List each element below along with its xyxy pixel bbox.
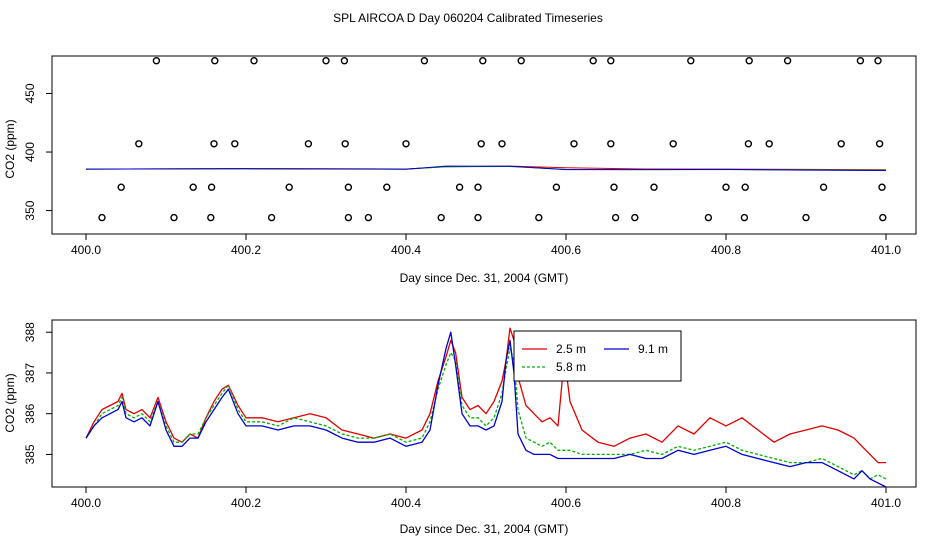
top-scatter-point [117,183,125,191]
top-x-tick-label: 401.0 [871,243,901,257]
legend-box [513,330,682,382]
top-scatter-point [474,213,482,222]
bottom-x-tick-label: 400.4 [391,496,421,510]
top-scatter-point [570,140,578,148]
top-scatter-point [344,213,353,222]
bottom-series-line [85,331,887,488]
bottom-y-tick-label: 386 [23,403,37,423]
top-scatter-point [783,57,792,65]
top-scatter-point [669,140,677,148]
top-x-tick-label: 400.0 [71,243,101,257]
top-scatter-point [455,183,464,191]
bottom-x-tick-label: 400.0 [71,496,101,510]
top-x-tick-label: 400.4 [391,243,421,257]
top-scatter-point [189,183,197,191]
top-x-tick-label: 400.6 [551,243,581,257]
top-scatter-point [740,213,749,222]
top-scatter-point [341,140,349,148]
top-scatter-point [211,57,219,65]
bottom-x-tick-label: 400.6 [551,496,581,510]
top-scatter-point [231,140,239,148]
top-y-tick-label: 350 [23,200,37,220]
top-scatter-point [285,183,293,191]
top-panel: 400.0 400.2 400.4 400.6 400.8 401.0 350 400 450… [3,55,917,285]
top-scatter-point [322,57,330,65]
top-scatter-point [98,213,106,222]
top-scatter-point [474,183,482,191]
top-scatter-point [802,213,810,222]
top-scatter-point [607,57,615,65]
top-scatter-point [135,140,143,148]
legend-label-2-5m: 2.5 m [556,342,586,356]
bottom-y-tick-label: 385 [23,444,37,464]
top-scatter-point [874,57,882,65]
figure-title: SPL AIRCOA D Day 060204 Calibrated Times… [333,11,603,25]
top-scatter-point [837,140,845,148]
top-scatter-point [631,213,639,222]
top-scatter-point [611,213,620,222]
top-scatter-point [741,183,749,191]
bottom-x-axis-label: Day since Dec. 31, 2004 (GMT) [400,522,569,536]
top-x-tick-label: 400.2 [231,243,261,257]
top-scatter-point [879,213,887,222]
top-scatter-point [650,183,658,191]
top-y-tick-label: 400 [23,142,37,162]
legend-label-9-1m: 9.1 m [638,342,668,356]
top-scatter-point [383,183,391,191]
bottom-plot-frame [51,319,917,488]
top-scatter-point [722,183,730,191]
top-scatter-point [479,57,487,65]
top-scatter-point [498,140,506,148]
top-scatter-point [765,140,773,148]
top-scatter-point [207,213,215,222]
top-plot-frame [51,55,917,235]
top-scatter-point [517,57,525,65]
top-scatter-point [535,213,543,222]
top-scatter-point [477,140,485,148]
top-scatter-point [207,183,216,191]
bottom-x-tick-label: 400.2 [231,496,261,510]
legend-label-5-8m: 5.8 m [556,360,586,374]
bottom-x-tick-label: 401.0 [871,496,901,510]
top-scatter-point [875,140,884,148]
top-scatter-point [267,213,276,222]
top-scatter-point [610,183,618,191]
top-scatter-point [250,57,258,65]
bottom-series-line [85,327,886,464]
top-y-tick-label: 450 [23,83,37,103]
bottom-y-tick-label: 388 [23,322,37,342]
legend: 2.5 m 5.8 m 9.1 m [513,330,682,382]
top-scatter-point [340,57,349,65]
top-scatter-point [552,183,561,191]
top-scatter-point [744,140,753,148]
top-scatter-point [437,213,445,222]
top-scatter-point [170,213,178,222]
top-y-axis-label: CO2 (ppm) [3,119,17,178]
top-scatter-point [819,183,828,191]
top-scatter-point [420,57,429,65]
top-x-axis-label: Day since Dec. 31, 2004 (GMT) [400,271,569,285]
bottom-series-line [85,347,887,480]
top-scatter-point [687,57,695,65]
top-scatter-point [152,57,161,65]
top-scatter-point [589,57,597,65]
top-scatter-point [856,57,865,65]
top-scatter-point [304,140,313,148]
bottom-panel: 400.0 400.2 400.4 400.6 400.8 401.0 385 386 387… [3,319,917,536]
top-scatter-point [210,140,218,148]
top-scatter-point [607,140,615,148]
bottom-y-axis-label: CO2 (ppm) [3,373,17,432]
top-scatter-point [402,140,410,148]
bottom-y-tick-label: 387 [23,363,37,383]
top-scatter-point [364,213,373,222]
top-series-line [85,165,887,171]
bottom-x-tick-label: 400.8 [711,496,741,510]
top-x-tick-label: 400.8 [711,243,741,257]
top-scatter-point [344,183,353,191]
top-scatter-point [704,213,713,222]
top-scatter-point [878,183,886,191]
top-scatter-point [745,57,753,65]
